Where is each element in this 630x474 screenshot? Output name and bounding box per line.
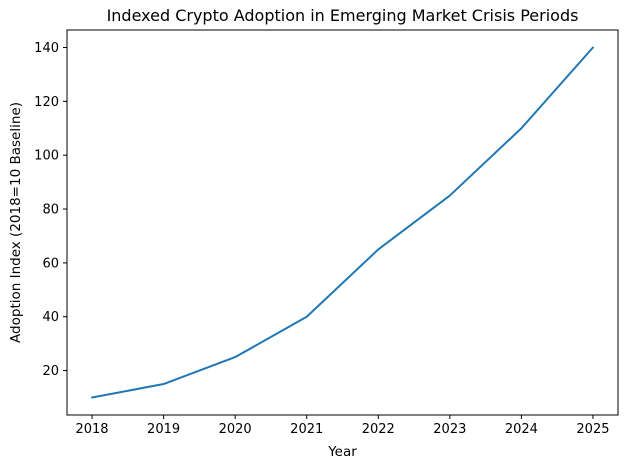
y-tick-label: 40: [42, 310, 59, 325]
y-tick-label: 20: [42, 364, 59, 379]
x-tick-label: 2020: [219, 422, 252, 437]
x-tick-label: 2018: [75, 422, 108, 437]
x-tick-label: 2023: [433, 422, 466, 437]
x-tick-label: 2022: [362, 422, 395, 437]
adoption-line-series: [91, 46, 594, 399]
y-tick-label: 60: [42, 256, 59, 271]
x-tick-label: 2025: [576, 422, 609, 437]
plot-area-border: [66, 29, 619, 416]
x-tick-label: 2021: [290, 422, 323, 437]
y-tick-label: 100: [34, 149, 59, 164]
chart-title: Indexed Crypto Adoption in Emerging Mark…: [107, 6, 579, 25]
x-axis-label: Year: [327, 444, 357, 460]
y-axis-label: Adoption Index (2018=10 Baseline): [8, 102, 24, 343]
x-axis-ticks: 2018 2019 2020 2021 2022 2023 2024 2025: [75, 415, 610, 437]
x-tick-label: 2019: [147, 422, 180, 437]
series-group: [91, 46, 594, 399]
x-tick-label: 2024: [505, 422, 538, 437]
y-axis-ticks: 20 40 60 80 100 120 140: [34, 41, 67, 379]
y-tick-label: 120: [34, 95, 59, 110]
y-tick-label: 140: [34, 41, 59, 56]
y-tick-label: 80: [42, 203, 59, 218]
